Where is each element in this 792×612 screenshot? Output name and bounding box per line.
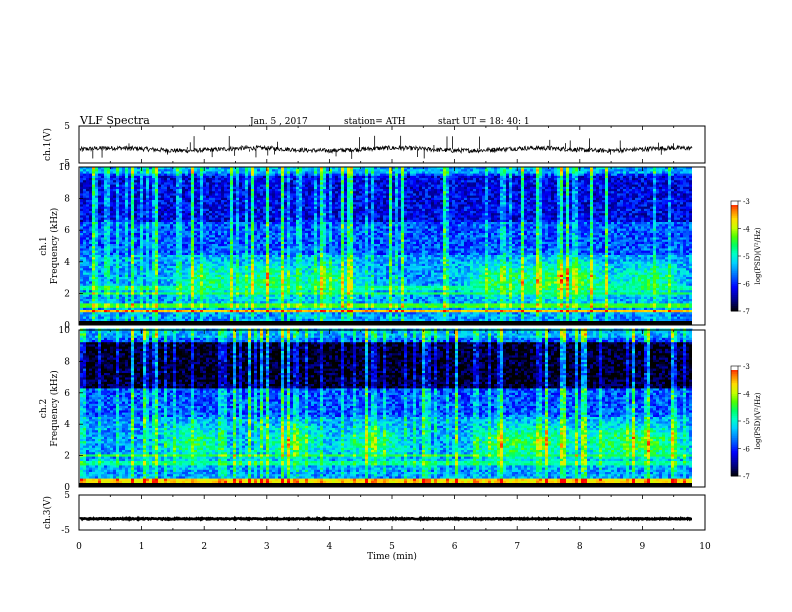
spec1-colorbar-tick-label: -7 — [743, 308, 750, 316]
time-tick-label: 8 — [577, 542, 583, 552]
spec2-colorbar-tick-label: -5 — [743, 418, 750, 426]
ch1-voltage-panel: 5-5ch.1(V) — [42, 122, 705, 169]
spec2-ylabel: ch.2Frequency (kHz) — [39, 370, 60, 447]
spec1-colorbar-tick-label: -6 — [743, 281, 750, 289]
ch1-frame — [79, 126, 705, 163]
spec2-colorbar-tick-label: -6 — [743, 446, 750, 454]
spec1-colorbar-label: log(PSD)(V²/Hz) — [754, 227, 762, 284]
spec2-ytick-label: 2 — [64, 452, 70, 462]
time-tick-label: 9 — [640, 542, 646, 552]
spec2-colorbar-tick-label: -3 — [743, 363, 750, 371]
spec2-spectrogram-cells — [80, 329, 692, 488]
spec2-ytick-label: 10 — [59, 326, 71, 336]
spec1-colorbar-tick-label: -5 — [743, 253, 750, 261]
time-tick-label: 4 — [327, 542, 333, 552]
spec1-no-data-strip — [692, 167, 705, 325]
spec1-ylabel: ch.1Frequency (kHz) — [39, 208, 60, 285]
ch1-colorbar: -3 -4 -5 -6 -7 log(PSD)(V²/Hz) — [731, 198, 762, 316]
spec2-colorbar-label: log(PSD)(V²/Hz) — [754, 392, 762, 449]
time-tick-label: 0 — [76, 542, 82, 552]
ch3-voltage-panel: 5 -5 ch.3(V) — [42, 491, 705, 536]
time-tick-label: 1 — [139, 542, 145, 552]
spec1-ytick-label: 10 — [59, 163, 71, 173]
figure-title: VLF Spectra — [79, 114, 150, 127]
spec1-ytick-label: 8 — [64, 195, 70, 205]
ch1-ytick-label: 5 — [64, 122, 70, 132]
spec2-ytick-label: 8 — [64, 357, 70, 367]
time-tick-label: 5 — [389, 542, 395, 552]
spec2-colorbar-tick-label: -4 — [743, 391, 750, 399]
ch3-ytick-label: -5 — [61, 526, 70, 536]
ch3-signal-line — [80, 518, 692, 519]
ch2-colorbar: -3 -4 -5 -6 -7 log(PSD)(V²/Hz) — [731, 363, 762, 481]
spec1-spectrogram-cells — [80, 167, 692, 326]
spec1-ytick-label: 6 — [64, 226, 70, 236]
spec2-dc-strip — [79, 483, 692, 487]
ch1-ylabel: ch.1(V) — [42, 128, 53, 161]
spec2-ytick-label: 4 — [64, 420, 70, 430]
time-tick-label: 2 — [201, 542, 207, 552]
spec1-colorbar-tick-label: -3 — [743, 198, 750, 206]
spec1-ytick-label: 4 — [64, 258, 70, 268]
ch1-signal-line — [80, 146, 692, 153]
time-tick-label: 7 — [514, 542, 520, 552]
spec1-dc-strip — [79, 321, 692, 325]
ch3-ylabel: ch.3(V) — [42, 496, 53, 529]
time-axis-label: Time (min) — [367, 551, 417, 562]
spec1-colorbar-tick-label: -4 — [743, 226, 750, 234]
ch3-frame — [79, 495, 705, 530]
spec2-ytick-label: 6 — [64, 389, 70, 399]
ch3-ytick-label: 5 — [64, 491, 70, 501]
spec2-no-data-strip — [692, 330, 705, 487]
time-tick-label: 10 — [699, 542, 711, 552]
time-tick-label: 6 — [452, 542, 458, 552]
spec1-ytick-label: 2 — [64, 289, 70, 299]
time-axis: 0 1 2 3 4 5 6 7 8 9 10 Time (min) — [76, 542, 711, 562]
spec2-colorbar-tick-label: -7 — [743, 473, 750, 481]
time-tick-label: 3 — [264, 542, 270, 552]
